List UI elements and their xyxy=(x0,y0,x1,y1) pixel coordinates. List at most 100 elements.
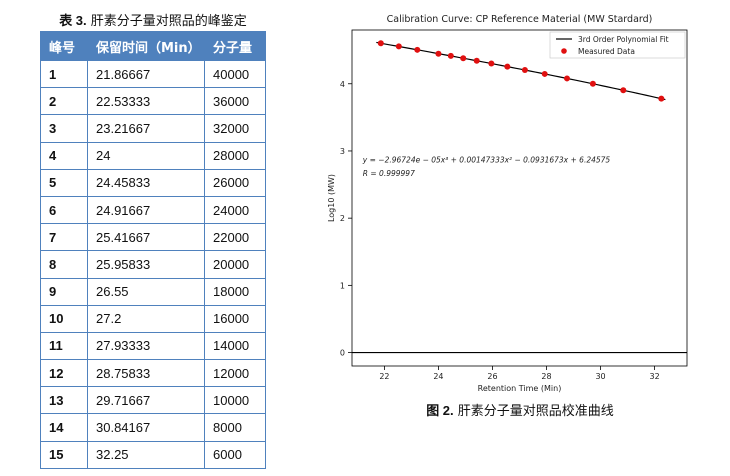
cell-peak-number: 11 xyxy=(40,331,88,361)
cell-peak-number: 10 xyxy=(40,304,88,333)
equation-annotation: y = −2.96724e − 05x³ + 0.00147333x² − 0.… xyxy=(362,155,611,164)
cell-peak-number: 1 xyxy=(40,59,88,89)
cell-retention-time: 26.55 xyxy=(87,277,205,306)
y-tick-label: 0 xyxy=(340,349,345,358)
calibration-chart: Calibration Curve: CP Reference Material… xyxy=(320,8,710,397)
table-row: 6 24.91667 24000 xyxy=(40,195,266,225)
cell-molecular-weight: 6000 xyxy=(204,440,266,469)
chart-svg: Calibration Curve: CP Reference Material… xyxy=(327,14,688,393)
cell-retention-time: 24.91667 xyxy=(87,195,205,225)
table-row: 15 32.25 6000 xyxy=(40,440,266,469)
cell-molecular-weight: 12000 xyxy=(204,359,266,388)
cell-molecular-weight: 24000 xyxy=(204,195,266,225)
cell-molecular-weight: 36000 xyxy=(204,87,266,116)
table-caption: 表 3. 肝素分子量对照品的峰鉴定 xyxy=(40,10,266,29)
table-row: 1 21.86667 40000 xyxy=(40,59,266,89)
x-axis-label: Retention Time (Min) xyxy=(478,384,562,393)
data-point xyxy=(447,52,454,59)
cell-peak-number: 13 xyxy=(40,386,88,415)
table-row: 10 27.2 16000 xyxy=(40,304,266,333)
data-point xyxy=(435,50,442,57)
data-point xyxy=(658,95,665,102)
cell-peak-number: 8 xyxy=(40,250,88,279)
cell-molecular-weight: 16000 xyxy=(204,304,266,333)
cell-retention-time: 25.95833 xyxy=(87,250,205,279)
cell-peak-number: 6 xyxy=(40,195,88,225)
x-tick-label: 26 xyxy=(487,372,497,381)
cell-retention-time: 30.84167 xyxy=(87,413,205,442)
x-tick-label: 32 xyxy=(649,372,659,381)
table-row: 8 25.95833 20000 xyxy=(40,250,266,279)
fit-line xyxy=(376,41,666,101)
table-row: 11 27.93333 14000 xyxy=(40,331,266,361)
header-peak-number: 峰号 xyxy=(40,31,88,61)
table-caption-number: 表 3. xyxy=(59,13,87,28)
data-point xyxy=(377,40,384,47)
table-header-row: 峰号 保留时间（Min） 分子量 xyxy=(40,31,266,61)
table-row: 4 24 28000 xyxy=(40,141,266,170)
cell-retention-time: 27.2 xyxy=(87,304,205,333)
legend-fit-label: 3rd Order Polynomial Fit xyxy=(578,35,669,44)
cell-peak-number: 14 xyxy=(40,413,88,442)
cell-retention-time: 23.21667 xyxy=(87,114,205,143)
cell-molecular-weight: 26000 xyxy=(204,168,266,197)
cell-peak-number: 4 xyxy=(40,141,88,170)
cell-retention-time: 24 xyxy=(87,141,205,170)
x-tick-label: 22 xyxy=(379,372,389,381)
data-point xyxy=(620,87,627,94)
cell-peak-number: 5 xyxy=(40,168,88,197)
x-tick-label: 28 xyxy=(541,372,551,381)
table-row: 14 30.84167 8000 xyxy=(40,413,266,442)
cell-retention-time: 28.75833 xyxy=(87,359,205,388)
table-body: 1 21.86667 40000 2 22.53333 36000 3 23.21667 320… xyxy=(40,59,266,469)
table-row: 13 29.71667 10000 xyxy=(40,386,266,415)
y-axis-label: Log10 (MW) xyxy=(327,174,336,222)
cell-molecular-weight: 22000 xyxy=(204,223,266,252)
cell-peak-number: 15 xyxy=(40,440,88,469)
cell-retention-time: 24.45833 xyxy=(87,168,205,197)
cell-molecular-weight: 32000 xyxy=(204,114,266,143)
cell-molecular-weight: 18000 xyxy=(204,277,266,306)
y-tick-label: 3 xyxy=(340,147,345,156)
cell-molecular-weight: 20000 xyxy=(204,250,266,279)
data-point xyxy=(521,67,528,74)
cell-retention-time: 32.25 xyxy=(87,440,205,469)
data-point xyxy=(564,75,571,82)
cell-molecular-weight: 40000 xyxy=(204,59,266,89)
cell-molecular-weight: 14000 xyxy=(204,331,266,361)
cell-peak-number: 12 xyxy=(40,359,88,388)
cell-retention-time: 27.93333 xyxy=(87,331,205,361)
header-molecular-weight: 分子量 xyxy=(204,31,266,61)
table-row: 2 22.53333 36000 xyxy=(40,87,266,116)
cell-retention-time: 29.71667 xyxy=(87,386,205,415)
legend-box xyxy=(549,31,686,59)
plot-frame xyxy=(351,29,688,367)
table-row: 5 24.45833 26000 xyxy=(40,168,266,197)
legend-points-label: Measured Data xyxy=(578,47,635,56)
cell-retention-time: 25.41667 xyxy=(87,223,205,252)
legend-points-swatch xyxy=(561,48,567,54)
table-row: 9 26.55 18000 xyxy=(40,277,266,306)
table-row: 7 25.41667 22000 xyxy=(40,223,266,252)
figure-caption: 图 2. 肝素分子量对照品校准曲线 xyxy=(370,400,670,419)
table-row: 3 23.21667 32000 xyxy=(40,114,266,143)
x-tick-label: 24 xyxy=(433,372,443,381)
data-point xyxy=(504,63,511,70)
peak-table: 峰号 保留时间（Min） 分子量 1 21.86667 40000 2 22.53333… xyxy=(40,31,266,469)
cell-peak-number: 9 xyxy=(40,277,88,306)
data-point xyxy=(460,55,467,62)
cell-molecular-weight: 28000 xyxy=(204,141,266,170)
y-tick-label: 1 xyxy=(340,281,345,290)
table-caption-text: 肝素分子量对照品的峰鉴定 xyxy=(86,14,247,29)
figure-caption-number: 图 2. xyxy=(426,403,454,418)
y-tick-label: 4 xyxy=(340,80,345,89)
cell-retention-time: 21.86667 xyxy=(87,59,205,89)
data-point xyxy=(541,70,548,77)
cell-peak-number: 3 xyxy=(40,114,88,143)
data-point xyxy=(589,80,596,87)
cell-molecular-weight: 8000 xyxy=(204,413,266,442)
y-tick-label: 2 xyxy=(340,214,345,223)
header-retention-time: 保留时间（Min） xyxy=(87,31,205,61)
chart-title: Calibration Curve: CP Reference Material… xyxy=(387,14,653,25)
cell-peak-number: 2 xyxy=(40,87,88,116)
